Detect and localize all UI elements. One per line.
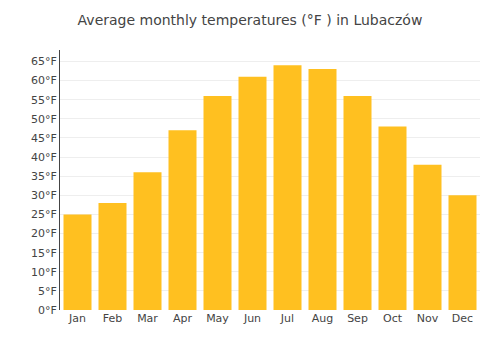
svg-text:Mar: Mar [137,312,158,325]
svg-text:May: May [206,312,229,325]
svg-text:10°F: 10°F [31,266,57,279]
svg-text:Apr: Apr [173,312,193,325]
svg-text:Feb: Feb [103,312,122,325]
svg-text:5°F: 5°F [38,285,57,298]
svg-text:35°F: 35°F [31,170,57,183]
svg-text:45°F: 45°F [31,132,57,145]
svg-text:Jan: Jan [68,312,86,325]
svg-text:50°F: 50°F [31,113,57,126]
svg-text:15°F: 15°F [31,247,57,260]
svg-text:30°F: 30°F [31,189,57,202]
svg-text:Jun: Jun [243,312,261,325]
svg-text:Sep: Sep [347,312,368,325]
svg-text:25°F: 25°F [31,208,57,221]
svg-text:20°F: 20°F [31,227,57,240]
svg-text:60°F: 60°F [31,74,57,87]
svg-text:0°F: 0°F [38,304,57,317]
svg-text:40°F: 40°F [31,151,57,164]
svg-text:Oct: Oct [383,312,403,325]
svg-text:Jul: Jul [280,312,294,325]
svg-text:Average monthly temperatures (: Average monthly temperatures (°F ) in Lu… [78,12,423,28]
svg-text:Dec: Dec [452,312,473,325]
svg-text:Aug: Aug [312,312,333,325]
svg-text:65°F: 65°F [31,55,57,68]
svg-text:55°F: 55°F [31,94,57,107]
svg-text:Nov: Nov [417,312,439,325]
